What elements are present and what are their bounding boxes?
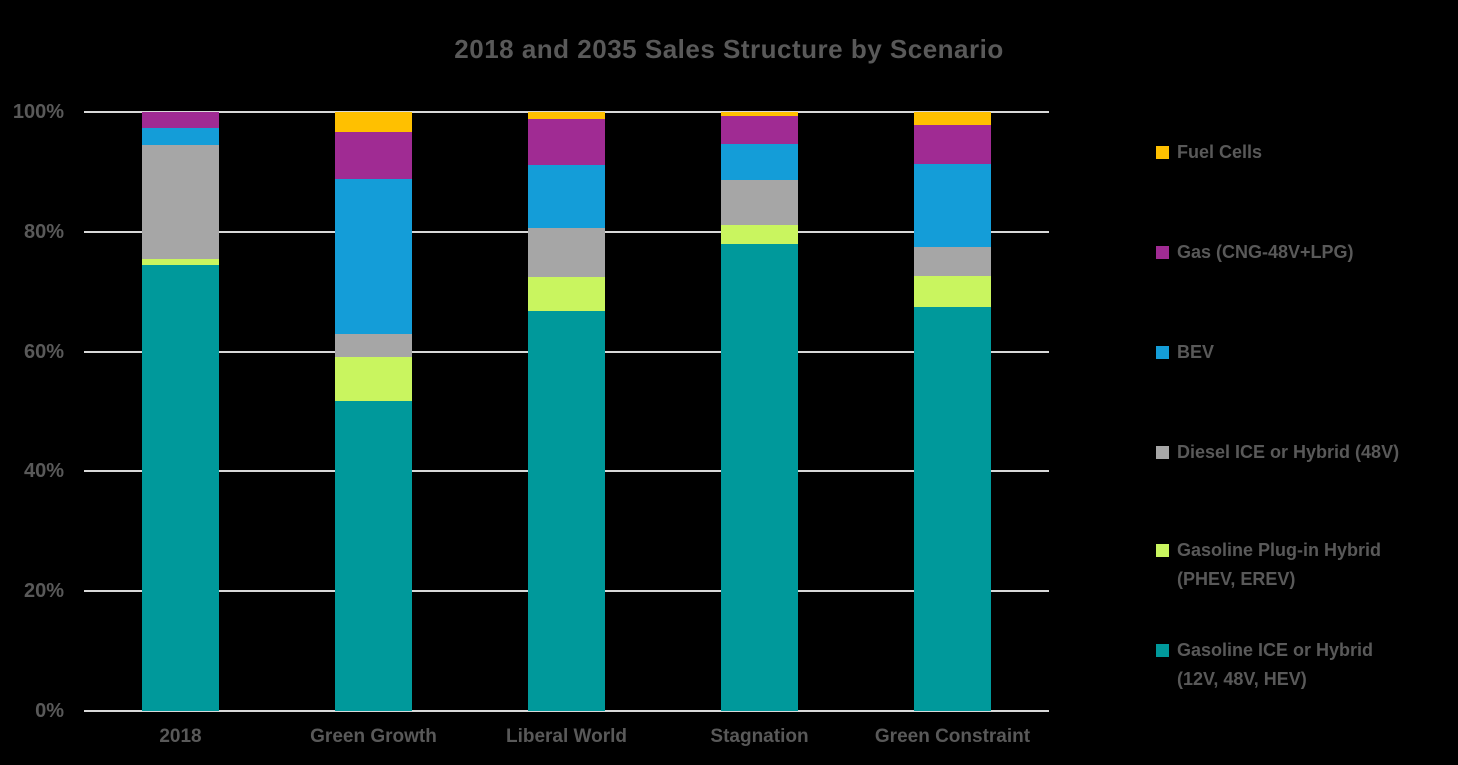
segment-gasoline-ice-or-hybrid-12v-48v-hev bbox=[528, 311, 605, 711]
legend-swatch-icon bbox=[1156, 544, 1169, 557]
legend-item-label: Gasoline ICE or Hybrid (12V, 48V, HEV) bbox=[1177, 640, 1374, 689]
legend-item-label: Diesel ICE or Hybrid (48V) bbox=[1177, 442, 1400, 462]
segment-diesel-ice-or-hybrid-48v bbox=[721, 179, 798, 225]
segment-gasoline-plug-in-hybrid-phev-erev bbox=[142, 258, 219, 265]
legend-item: Fuel Cells bbox=[1156, 138, 1262, 167]
segment-gasoline-plug-in-hybrid-phev-erev bbox=[335, 357, 412, 402]
y-axis-tick-label: 100% bbox=[12, 101, 64, 123]
y-axis-tick-label: 80% bbox=[23, 220, 64, 243]
segment-gas-cng-48v-lpg bbox=[528, 118, 605, 165]
legend-item: Gas (CNG-48V+LPG) bbox=[1156, 238, 1354, 267]
segment-gasoline-ice-or-hybrid-12v-48v-hev bbox=[335, 401, 412, 711]
x-axis-category-label: Green Constraint bbox=[874, 726, 1031, 747]
legend-item-label: Gas (CNG-48V+LPG) bbox=[1177, 242, 1354, 262]
segment-fuel-cells bbox=[528, 112, 605, 119]
x-axis-category-label: 2018 bbox=[159, 726, 202, 747]
legend-item: Diesel ICE or Hybrid (48V) bbox=[1156, 438, 1399, 467]
x-axis-category-label: Green Growth bbox=[310, 726, 437, 747]
segment-diesel-ice-or-hybrid-48v bbox=[528, 227, 605, 278]
gridline bbox=[84, 710, 1049, 712]
segment-gasoline-ice-or-hybrid-12v-48v-hev bbox=[142, 264, 219, 711]
legend-item-label: BEV bbox=[1177, 342, 1215, 362]
segment-gas-cng-48v-lpg bbox=[335, 131, 412, 179]
segment-gas-cng-48v-lpg bbox=[142, 112, 219, 129]
bar-column bbox=[142, 112, 219, 711]
bar-column bbox=[721, 112, 798, 711]
chart-title: 2018 and 2035 Sales Structure by Scenari… bbox=[454, 34, 1004, 64]
segment-gasoline-ice-or-hybrid-12v-48v-hev bbox=[914, 307, 991, 711]
legend-swatch-icon bbox=[1156, 346, 1169, 359]
segment-fuel-cells bbox=[335, 112, 412, 132]
segment-diesel-ice-or-hybrid-48v bbox=[335, 334, 412, 358]
segment-gas-cng-48v-lpg bbox=[914, 124, 991, 164]
x-axis-category-label: Liberal World bbox=[505, 726, 628, 747]
y-axis-tick-label: 60% bbox=[23, 340, 64, 363]
legend-swatch-icon bbox=[1156, 146, 1169, 159]
legend-swatch-icon bbox=[1156, 446, 1169, 459]
segment-bev bbox=[335, 178, 412, 335]
x-axis-category-label: Stagnation bbox=[710, 726, 809, 747]
segment-fuel-cells bbox=[721, 112, 798, 117]
legend-item: Gasoline ICE or Hybrid (12V, 48V, HEV) bbox=[1156, 636, 1373, 694]
segment-gasoline-plug-in-hybrid-phev-erev bbox=[528, 277, 605, 312]
y-axis-tick-label: 40% bbox=[23, 460, 64, 483]
legend-swatch-icon bbox=[1156, 644, 1169, 657]
bar-column bbox=[528, 112, 605, 711]
segment-diesel-ice-or-hybrid-48v bbox=[142, 144, 219, 259]
segment-bev bbox=[914, 163, 991, 247]
segment-bev bbox=[142, 128, 219, 145]
segment-gasoline-ice-or-hybrid-12v-48v-hev bbox=[721, 243, 798, 711]
legend-swatch-icon bbox=[1156, 246, 1169, 259]
segment-bev bbox=[721, 143, 798, 180]
legend-item: BEV bbox=[1156, 338, 1214, 367]
segment-fuel-cells bbox=[914, 112, 991, 125]
bar-column bbox=[335, 112, 412, 711]
bar-column bbox=[914, 112, 991, 711]
segment-gasoline-plug-in-hybrid-phev-erev bbox=[914, 275, 991, 308]
legend-item-label: Gasoline Plug-in Hybrid (PHEV, EREV) bbox=[1177, 540, 1382, 589]
segment-gasoline-plug-in-hybrid-phev-erev bbox=[721, 224, 798, 244]
legend-item-label: Fuel Cells bbox=[1177, 142, 1263, 162]
y-axis-tick-label: 0% bbox=[35, 700, 64, 722]
segment-gas-cng-48v-lpg bbox=[721, 116, 798, 144]
segment-bev bbox=[528, 164, 605, 228]
segment-diesel-ice-or-hybrid-48v bbox=[914, 246, 991, 276]
legend-item: Gasoline Plug-in Hybrid (PHEV, EREV) bbox=[1156, 536, 1381, 594]
gridline bbox=[84, 111, 1049, 113]
y-axis-tick-label: 20% bbox=[23, 580, 64, 603]
